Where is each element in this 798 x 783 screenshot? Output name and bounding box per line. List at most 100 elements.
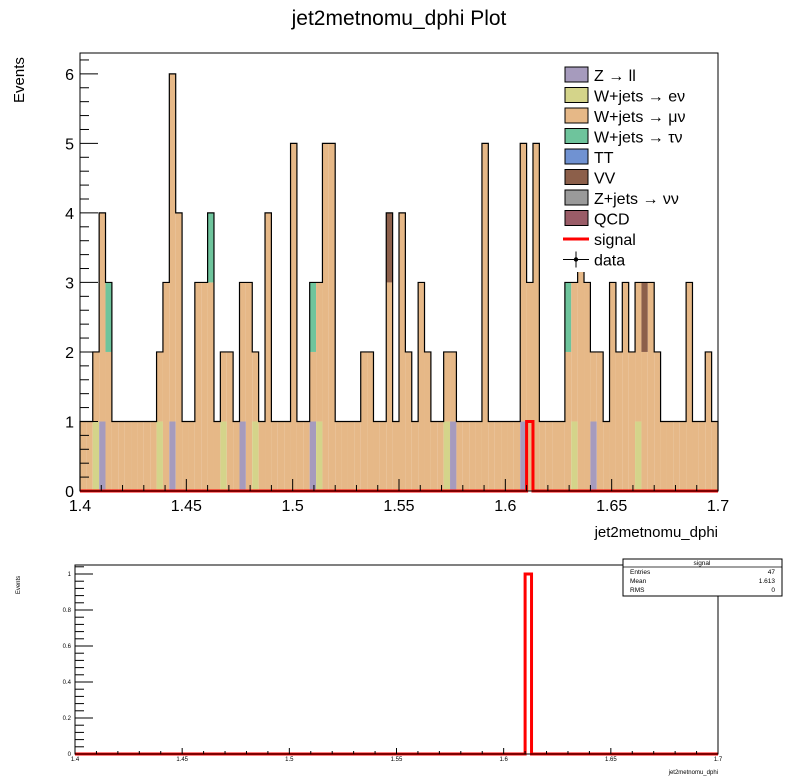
main-y-tick-label: 2 — [65, 345, 74, 362]
main-legend: Z → ll W+jets → eν W+jets → μν W+jets → τν T… — [557, 62, 717, 272]
stats-entries-label: Entries — [630, 569, 651, 576]
stack-bar-bin-15-part-0 — [175, 212, 183, 491]
stack-bar-bin-63-part-0 — [481, 143, 489, 491]
stats-mean-label: Mean — [630, 578, 647, 585]
legend-swatch — [564, 87, 589, 103]
sub-axes: 1.4 1.45 1.5 1.55 1.6 1.65 1.7 0 0.2 0.4 0.6 0.8 1 — [63, 566, 723, 763]
main-y-label: Events — [11, 57, 28, 103]
stack-bar-bin-49-part-0 — [392, 421, 399, 491]
sub-x-tick-label: 1.4 — [71, 757, 80, 763]
stack-bar-bin-86-part-0 — [628, 351, 636, 491]
stack-bar-bin-53-part-0 — [418, 282, 425, 491]
legend-label: TT — [594, 150, 614, 167]
stats-entries-value: 47 — [768, 569, 776, 576]
main-y-tick-label: 5 — [65, 136, 74, 153]
stack-bar-bin-7-part-0 — [124, 421, 132, 491]
legend-label: W+jets → eν — [594, 89, 685, 106]
sub-x-tick-label: 1.7 — [714, 757, 723, 763]
stack-bar-bin-32-part-0 — [284, 421, 291, 491]
stack-bar-bin-69-part-0 — [520, 421, 527, 491]
stack-bar-bin-33-part-0 — [290, 143, 297, 491]
stack-bar-bin-59-part-0 — [456, 421, 463, 491]
stack-bar-bin-88-part-0 — [641, 351, 648, 491]
main-y-tick-label: 3 — [65, 275, 74, 292]
stack-bar-bin-5-part-0 — [111, 421, 119, 491]
stack-bar-bin-4-part-0 — [105, 351, 112, 491]
sub-x-tick-label: 1.45 — [176, 757, 188, 763]
stack-bar-bin-36-part-0 — [309, 421, 317, 491]
stack-bar-bin-55-part-0 — [430, 421, 438, 491]
stack-bar-bin-27-part-0 — [252, 421, 259, 491]
stack-bar-bin-43-part-0 — [354, 421, 361, 491]
stack-bar-bin-60-part-0 — [462, 421, 470, 491]
stack-bar-bin-47-part-0 — [379, 421, 387, 491]
stack-bar-bin-97-part-0 — [698, 421, 706, 491]
stack-bar-bin-25-part-1 — [239, 282, 246, 422]
stack-bar-bin-93-part-0 — [673, 421, 680, 491]
sub-x-tick-label: 1.5 — [285, 757, 294, 763]
legend-label: W+jets → μν — [594, 109, 685, 126]
stack-bar-bin-92-part-0 — [666, 421, 674, 491]
stack-bar-bin-9-part-0 — [137, 421, 144, 491]
stack-bar-bin-50-part-0 — [399, 212, 406, 491]
main-axes: 1.4 1.45 1.5 1.55 1.6 1.65 1.7 0 1 2 3 4 5 6 — [65, 59, 729, 515]
stack-bar-bin-98-part-0 — [705, 351, 712, 491]
legend-swatch — [564, 210, 589, 226]
main-x-label: jet2metnomu_dphi — [594, 524, 718, 541]
main-x-tick-label: 1.45 — [171, 498, 202, 515]
stack-bar-bin-83-part-0 — [609, 282, 616, 491]
stack-bar-bin-25-part-0 — [239, 421, 246, 491]
stack-bar-bin-51-part-0 — [405, 351, 412, 491]
stack-bar-bin-52-part-0 — [411, 421, 419, 491]
legend-swatch — [564, 66, 589, 83]
legend-label: QCD — [594, 212, 630, 229]
stack-bar-bin-38-part-0 — [322, 143, 329, 491]
sub-y-tick-label: 0.6 — [63, 644, 72, 650]
signal-line-sub — [75, 572, 718, 756]
sub-signal-histogram — [75, 572, 718, 756]
legend-label: W+jets → τν — [594, 130, 683, 147]
stack-bar-bin-24-part-0 — [233, 421, 240, 491]
sub-y-tick-label: 1 — [68, 572, 72, 578]
stats-rms-value: 0 — [771, 587, 775, 594]
stack-bar-bin-78-part-0 — [577, 73, 585, 491]
stack-bar-bin-72-part-0 — [539, 421, 546, 491]
stack-bar-bin-57-part-0 — [443, 421, 451, 491]
stack-bar-bin-10-part-0 — [143, 421, 151, 491]
stack-bar-bin-87-part-0 — [635, 421, 642, 491]
stack-bar-bin-70-part-0 — [526, 282, 533, 491]
main-title: jet2metnomu_dphi Plot — [291, 7, 507, 30]
stack-bar-bin-27-part-1 — [252, 351, 259, 422]
main-y-tick-label: 6 — [65, 67, 74, 84]
stack-bar-bin-73-part-0 — [545, 421, 553, 491]
stack-bar-bin-19-part-0 — [201, 282, 208, 491]
main-stack-bars — [79, 73, 719, 491]
stack-bar-bin-35-part-0 — [303, 421, 310, 491]
main-y-tick-label: 1 — [65, 414, 74, 431]
stack-bar-bin-84-part-0 — [615, 351, 623, 491]
stack-bar-bin-94-part-0 — [679, 421, 687, 491]
stack-bar-bin-74-part-0 — [552, 421, 559, 491]
legend-label: data — [594, 253, 625, 270]
stack-bar-bin-14-part-0 — [169, 421, 176, 491]
sub-y-tick-label: 0.4 — [63, 680, 72, 686]
stack-bar-bin-0-part-0 — [80, 421, 87, 491]
sub-y-tick-label: 0 — [68, 752, 72, 758]
stack-bar-bin-2-part-0 — [92, 421, 100, 491]
stack-bar-bin-99-part-0 — [711, 421, 718, 491]
legend-label: Z → ll — [594, 68, 636, 85]
legend-swatch — [564, 128, 589, 144]
stack-bar-bin-91-part-0 — [660, 421, 667, 491]
stack-bar-bin-75-part-0 — [558, 421, 565, 491]
stack-bar-bin-4-part-1 — [105, 282, 112, 352]
stack-bar-bin-12-part-1 — [156, 351, 163, 422]
stack-bar-bin-48-part-0 — [386, 282, 393, 491]
main-x-tick-label: 1.4 — [69, 498, 91, 515]
main-y-tick-label: 4 — [65, 206, 74, 223]
stack-bar-bin-79-part-0 — [584, 282, 591, 491]
stack-bar-bin-13-part-0 — [162, 282, 170, 491]
stack-bar-bin-20-part-0 — [207, 282, 214, 491]
sub-x-tick-label: 1.6 — [499, 757, 508, 763]
stack-bar-bin-21-part-0 — [213, 421, 221, 491]
